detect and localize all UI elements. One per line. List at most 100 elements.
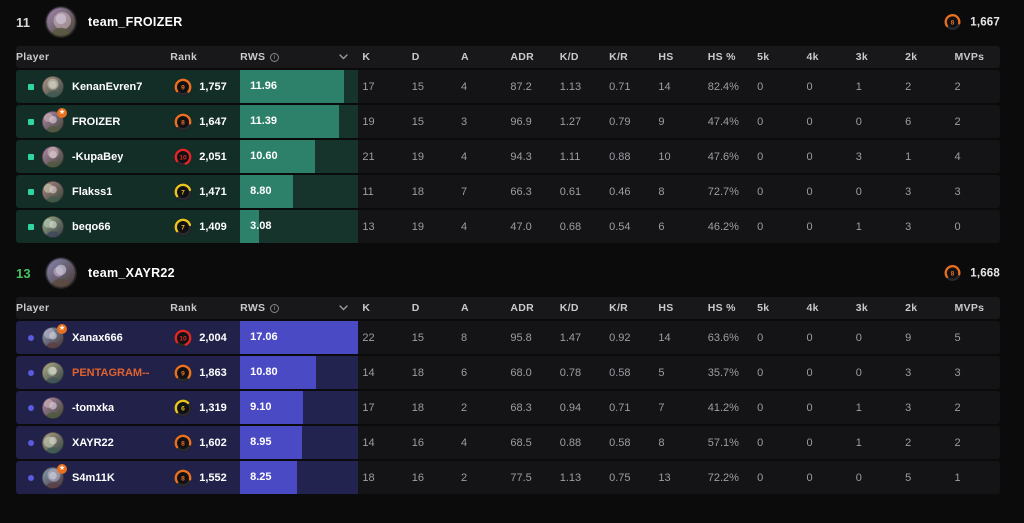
- column-header-rank[interactable]: Rank: [170, 297, 241, 319]
- rank-cell: 8 1,647: [170, 105, 241, 138]
- team-name[interactable]: team_FROIZER: [88, 15, 183, 29]
- stat-k5: 0: [753, 105, 803, 138]
- stat-k2: 3: [901, 391, 951, 424]
- column-header-rank[interactable]: Rank: [170, 46, 241, 68]
- column-header-kr[interactable]: K/R: [605, 46, 655, 68]
- column-header-hs[interactable]: HS: [654, 46, 704, 68]
- table-row[interactable]: XAYR22 8 1,602 8.95 14 16 4 68.5 0.88 0.58 8 57.1% 0…: [16, 426, 1000, 459]
- column-header-k3[interactable]: 3k: [851, 46, 902, 68]
- table-row[interactable]: Flakss1 7 1,471 8.80 11 18 7 66.3 0.61 0.46 8 72.7%…: [16, 175, 1000, 208]
- column-header-k4[interactable]: 4k: [802, 297, 852, 319]
- stat-hs: 13: [654, 461, 704, 494]
- stat-a: 3: [457, 105, 507, 138]
- column-header-d[interactable]: D: [407, 297, 458, 319]
- player-name[interactable]: XAYR22: [72, 436, 114, 449]
- stat-k4: 0: [802, 175, 852, 208]
- column-header-player[interactable]: Player: [16, 46, 171, 68]
- player-name[interactable]: beqo66: [72, 220, 111, 233]
- stat-adr: 95.8: [506, 321, 556, 354]
- column-header-kd[interactable]: K/D: [555, 46, 606, 68]
- stat-k2: 1: [901, 140, 951, 173]
- player-name[interactable]: Xanax666: [72, 331, 123, 344]
- player-cell[interactable]: KenanEvren7: [16, 70, 171, 103]
- svg-text:8: 8: [951, 270, 955, 277]
- column-header-kd[interactable]: K/D: [555, 297, 606, 319]
- column-header-adr[interactable]: ADR: [506, 46, 556, 68]
- player-cell[interactable]: PENTAGRAM--: [16, 356, 171, 389]
- stat-d: 16: [407, 426, 458, 459]
- avatar: [42, 396, 64, 419]
- player-cell[interactable]: XAYR22: [16, 426, 171, 459]
- star-badge-icon: ★: [57, 463, 67, 474]
- table-row[interactable]: -KupaBey 10 2,051 10.60 21 19 4 94.3 1.11 0.88 10 4…: [16, 140, 1000, 173]
- column-header-k5[interactable]: 5k: [753, 46, 803, 68]
- team-rating: 8 1,667: [944, 13, 1000, 31]
- player-cell[interactable]: -KupaBey: [16, 140, 171, 173]
- player-name[interactable]: Flakss1: [72, 185, 113, 198]
- info-icon[interactable]: i: [270, 303, 280, 313]
- column-header-k3[interactable]: 3k: [851, 297, 902, 319]
- player-cell[interactable]: ★ Xanax666: [16, 321, 171, 354]
- player-cell[interactable]: -tomxka: [16, 391, 171, 424]
- column-header-hspct[interactable]: HS %: [703, 297, 754, 319]
- svg-text:9: 9: [181, 84, 185, 91]
- column-header-mvps[interactable]: MVPs: [950, 46, 1000, 68]
- column-header-mvps[interactable]: MVPs: [950, 297, 1000, 319]
- table-row[interactable]: beqo66 7 1,409 3.08 13 19 4 47.0 0.68 0.54 6 46.2% 0…: [16, 210, 1000, 243]
- chevron-down-icon[interactable]: [339, 305, 349, 311]
- column-header-a[interactable]: A: [457, 297, 507, 319]
- column-header-k4[interactable]: 4k: [802, 46, 852, 68]
- column-header-k2[interactable]: 2k: [901, 46, 951, 68]
- stat-k: 14: [358, 426, 408, 459]
- player-name[interactable]: -KupaBey: [72, 150, 124, 163]
- player-cell[interactable]: Flakss1: [16, 175, 171, 208]
- player-name[interactable]: KenanEvren7: [72, 80, 143, 93]
- player-name[interactable]: PENTAGRAM--: [72, 366, 150, 379]
- table-row[interactable]: ★ Xanax666 10 2,004 17.06 22 15 8 95.8 1.47 0.92 14…: [16, 321, 1000, 354]
- team-name[interactable]: team_XAYR22: [88, 266, 175, 280]
- rank-badge-icon: 7: [174, 217, 192, 236]
- player-name[interactable]: -tomxka: [72, 401, 115, 414]
- column-header-rws[interactable]: RWS i: [240, 46, 359, 68]
- svg-text:7: 7: [181, 224, 185, 231]
- rws-cell: 10.80: [240, 356, 359, 389]
- table-row[interactable]: PENTAGRAM-- 9 1,863 10.80 14 18 6 68.0 0.78 0.58 5…: [16, 356, 1000, 389]
- column-header-k[interactable]: K: [358, 297, 408, 319]
- team-logo[interactable]: [46, 7, 76, 37]
- stat-kd: 1.27: [555, 105, 606, 138]
- stat-d: 16: [407, 461, 458, 494]
- team-logo[interactable]: [46, 258, 76, 288]
- info-icon[interactable]: i: [270, 52, 280, 62]
- stat-k3: 3: [851, 140, 902, 173]
- column-header-adr[interactable]: ADR: [506, 297, 556, 319]
- column-header-d[interactable]: D: [407, 46, 458, 68]
- table-row[interactable]: ★ FROIZER 8 1,647 11.39 19 15 3 96.9 1.27 0.79 9 47.…: [16, 105, 1000, 138]
- column-header-hs[interactable]: HS: [654, 297, 704, 319]
- stat-kd: 1.47: [555, 321, 606, 354]
- column-header-k[interactable]: K: [358, 46, 408, 68]
- chevron-down-icon[interactable]: [339, 54, 349, 60]
- player-name[interactable]: FROIZER: [72, 115, 121, 128]
- stat-kd: 1.11: [555, 140, 606, 173]
- avatar: [42, 431, 64, 454]
- column-header-player[interactable]: Player: [16, 297, 171, 319]
- column-header-a[interactable]: A: [457, 46, 507, 68]
- column-header-k2[interactable]: 2k: [901, 297, 951, 319]
- column-header-kr[interactable]: K/R: [605, 297, 655, 319]
- column-header-hspct[interactable]: HS %: [703, 46, 754, 68]
- table-row[interactable]: -tomxka 6 1,319 9.10 17 18 2 68.3 0.94 0.71 7 41.2%…: [16, 391, 1000, 424]
- column-header-rws[interactable]: RWS i: [240, 297, 359, 319]
- player-cell[interactable]: ★ FROIZER: [16, 105, 171, 138]
- table-row[interactable]: KenanEvren7 9 1,757 11.96 17 15 4 87.2 1.13 0.71 1…: [16, 70, 1000, 103]
- column-header-k5[interactable]: 5k: [753, 297, 803, 319]
- player-name[interactable]: S4m11K: [72, 471, 115, 484]
- player-cell[interactable]: beqo66: [16, 210, 171, 243]
- stat-hspct: 41.2%: [703, 391, 754, 424]
- stat-hspct: 72.2%: [703, 461, 754, 494]
- team-block-team-b: 13 team_XAYR22 8 1,668 Player Rank RWS i K D A ADR K…: [0, 251, 1024, 496]
- table-row[interactable]: ★ S4m11K 8 1,552 8.25 18 16 2 77.5 1.13 0.75 13 72.2…: [16, 461, 1000, 494]
- player-cell[interactable]: ★ S4m11K: [16, 461, 171, 494]
- stat-hs: 9: [654, 105, 704, 138]
- team-score: 13: [16, 265, 31, 281]
- team-block-team-a: 11 team_FROIZER 8 1,667 Player Rank RWS i K D A ADR…: [0, 0, 1024, 245]
